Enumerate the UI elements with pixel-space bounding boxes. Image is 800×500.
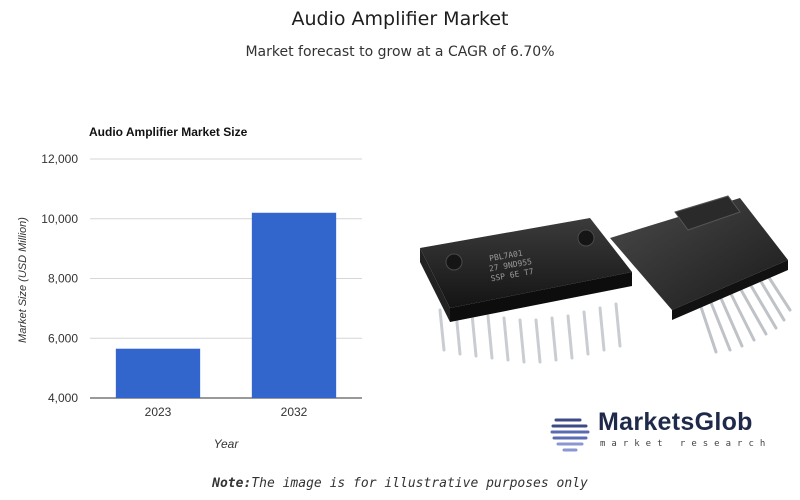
brand-logo: MarketsGlob market research bbox=[548, 408, 788, 456]
y-tick-label: 12,000 bbox=[41, 152, 78, 166]
y-axis-label: Market Size (USD Million) bbox=[17, 217, 29, 343]
chart-title: Audio Amplifier Market Size bbox=[89, 125, 248, 139]
x-tick-label: 2032 bbox=[281, 405, 308, 419]
footnote: Note:The image is for illustrative purpo… bbox=[0, 476, 800, 491]
globe-icon bbox=[550, 418, 590, 452]
logo-name: MarketsGlob bbox=[598, 408, 753, 436]
x-axis-label: Year bbox=[214, 437, 240, 451]
page-subtitle: Market forecast to grow at a CAGR of 6.7… bbox=[245, 44, 555, 60]
x-tick-labels: 2023 2032 bbox=[145, 405, 308, 419]
logo-tagline: market research bbox=[600, 439, 772, 449]
y-tick-label: 4,000 bbox=[48, 391, 78, 405]
bar-chart: Audio Amplifier Market Size 4,000 6,000 8,… bbox=[17, 125, 362, 451]
y-tick-label: 10,000 bbox=[41, 212, 78, 226]
bar-2032 bbox=[251, 212, 337, 398]
y-tick-label: 8,000 bbox=[48, 272, 78, 286]
page-title: Audio Amplifier Market bbox=[291, 8, 509, 30]
bars bbox=[115, 212, 337, 398]
y-tick-label: 6,000 bbox=[48, 331, 78, 345]
amplifier-chip-photo: PBL7A01 27 9ND955 SSP 6E T7 bbox=[420, 195, 792, 364]
x-tick-label: 2023 bbox=[145, 405, 172, 419]
y-tick-labels: 4,000 6,000 8,000 10,000 12,000 bbox=[41, 152, 78, 405]
note-label: Note: bbox=[212, 476, 252, 491]
bar-2023 bbox=[115, 348, 201, 398]
note-text: The image is for illustrative purposes o… bbox=[251, 476, 588, 491]
